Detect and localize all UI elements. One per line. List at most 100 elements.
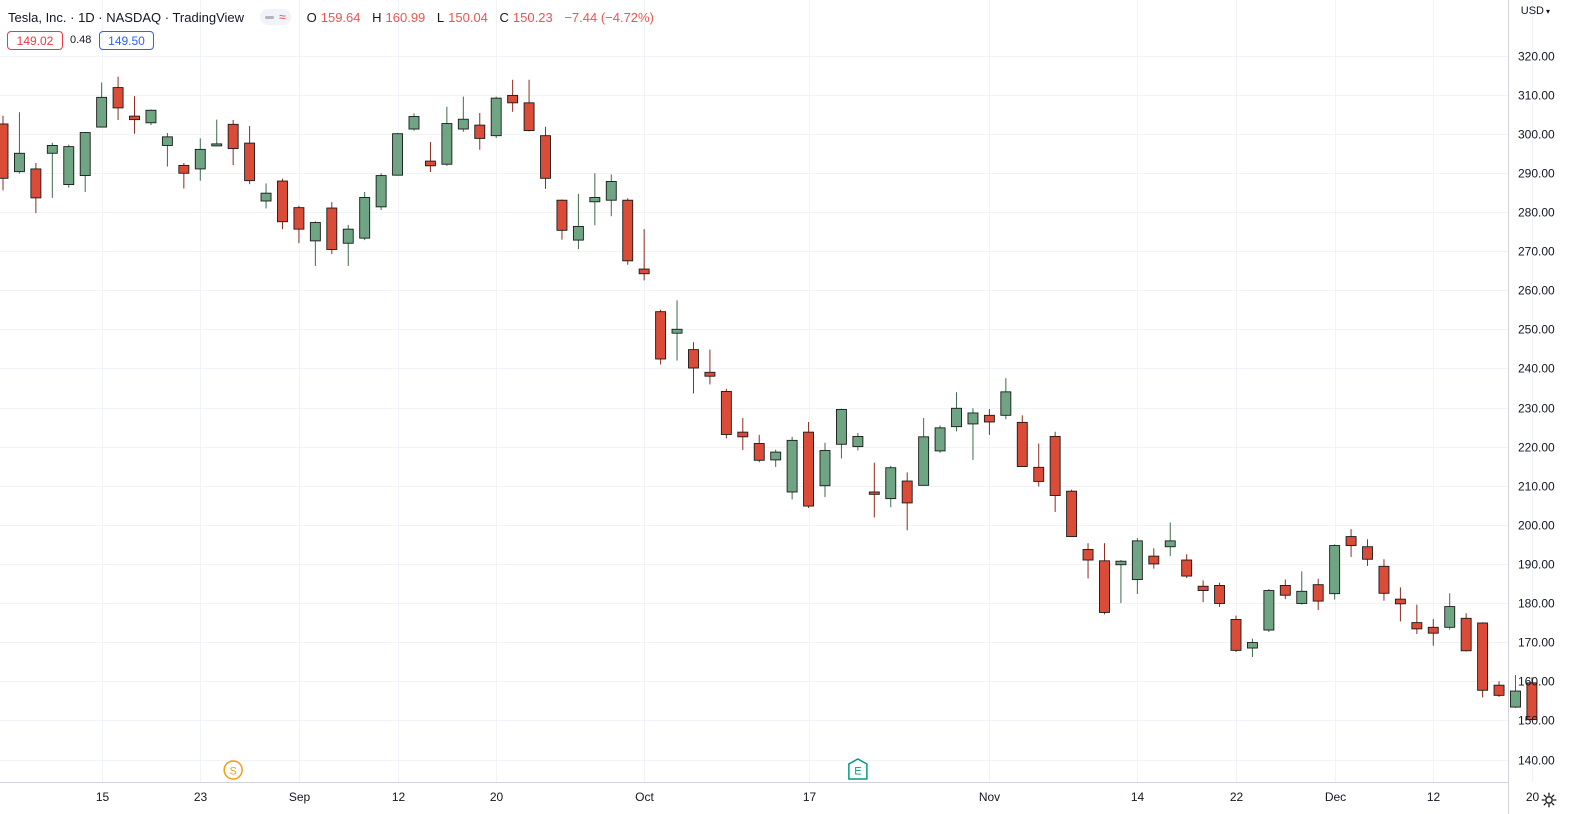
candle-body xyxy=(1230,619,1242,651)
candle xyxy=(589,173,601,226)
candle xyxy=(1246,638,1258,658)
candle-body xyxy=(1263,590,1275,631)
candle-body xyxy=(1477,622,1489,691)
candle xyxy=(211,119,223,147)
y-tick-label: 230.00 xyxy=(1518,402,1555,416)
candle-body xyxy=(46,145,58,154)
candle-body xyxy=(1148,555,1160,565)
low-label: L xyxy=(436,9,445,25)
candle-body xyxy=(901,480,913,504)
candle-body xyxy=(178,164,190,174)
y-tick-label: 320.00 xyxy=(1518,50,1555,64)
candle xyxy=(244,125,256,185)
candle-body xyxy=(1279,585,1291,596)
sell-price-button[interactable]: 149.02 xyxy=(7,31,63,50)
chart-style-toggle[interactable]: ≈ xyxy=(260,9,291,25)
y-tick-label: 240.00 xyxy=(1518,362,1555,376)
candle xyxy=(326,202,338,255)
y-tick-label: 290.00 xyxy=(1518,167,1555,181)
candle-body xyxy=(655,311,667,360)
candle-body xyxy=(671,328,683,334)
minus-icon[interactable] xyxy=(265,15,275,19)
candle xyxy=(951,392,962,432)
candle xyxy=(408,113,420,131)
candle-body xyxy=(63,146,75,186)
candle-body xyxy=(1049,435,1061,496)
candle xyxy=(1427,619,1439,646)
candle-body xyxy=(1394,598,1406,605)
candle-body xyxy=(967,412,979,425)
candle-body xyxy=(457,118,469,130)
x-tick-label: 12 xyxy=(392,790,406,804)
chart-header: Tesla, Inc. · 1D · NASDAQ · TradingView … xyxy=(8,7,658,27)
candle xyxy=(1526,677,1538,721)
candle xyxy=(1131,538,1143,595)
candle xyxy=(1444,593,1456,630)
x-tick-label: 12 xyxy=(1427,790,1441,804)
chevron-down-icon: ▾ xyxy=(1545,7,1550,16)
candle xyxy=(786,436,798,500)
candle-body xyxy=(1214,585,1226,604)
candle-body xyxy=(375,175,387,208)
candle xyxy=(1362,539,1373,566)
candle xyxy=(63,144,75,188)
close-value: 150.23 xyxy=(512,9,553,25)
y-tick-label: 190.00 xyxy=(1518,558,1555,572)
candle xyxy=(918,418,930,486)
candle-body xyxy=(408,116,420,130)
change-value: −7.44 (−4.72%) xyxy=(564,9,654,25)
gear-icon[interactable] xyxy=(1541,792,1557,808)
candles xyxy=(0,76,1538,721)
candle xyxy=(1345,529,1357,557)
buy-price-button[interactable]: 149.50 xyxy=(99,31,154,50)
currency-selector[interactable]: USD ▾ xyxy=(1521,5,1550,17)
candle-body xyxy=(540,135,551,179)
candle xyxy=(30,163,42,214)
symbol-title[interactable]: Tesla, Inc. · 1D · NASDAQ · TradingView xyxy=(8,9,245,25)
candle xyxy=(1329,544,1341,600)
candle xyxy=(1000,378,1012,420)
candle xyxy=(1394,587,1406,622)
candle-body xyxy=(474,124,486,139)
candle xyxy=(934,425,946,453)
candle xyxy=(1066,489,1078,538)
candle xyxy=(540,126,551,189)
candle-body xyxy=(572,225,584,241)
y-tick-label: 250.00 xyxy=(1518,323,1555,337)
candle xyxy=(852,432,864,451)
candle-body xyxy=(868,491,880,495)
candle xyxy=(46,142,58,198)
y-tick-label: 280.00 xyxy=(1518,206,1555,220)
candle xyxy=(178,163,190,189)
candle xyxy=(1033,443,1045,487)
y-tick-label: 140.00 xyxy=(1518,754,1555,768)
high-value: 160.99 xyxy=(385,9,426,25)
candle xyxy=(622,198,634,265)
candle-body xyxy=(720,391,732,435)
candle xyxy=(1164,522,1176,557)
candle-body xyxy=(1066,490,1078,538)
candle-body xyxy=(507,94,519,104)
candle-body xyxy=(1526,682,1538,721)
candle xyxy=(375,173,387,210)
candle-body xyxy=(1197,585,1209,591)
candle-body xyxy=(1131,540,1143,581)
candle-body xyxy=(556,199,568,231)
candle xyxy=(507,79,519,112)
candle-body xyxy=(704,371,716,377)
candle-body xyxy=(835,409,847,445)
wave-icon[interactable]: ≈ xyxy=(279,10,286,24)
event-marker: S xyxy=(223,760,243,780)
x-tick-label: 20 xyxy=(1526,790,1540,804)
candle-body xyxy=(424,160,436,167)
candle xyxy=(770,449,782,467)
candle xyxy=(605,174,617,217)
candle xyxy=(194,138,206,181)
candle-body xyxy=(1115,560,1127,566)
candle xyxy=(1082,543,1094,579)
x-tick-label: Oct xyxy=(635,790,654,804)
candle-body xyxy=(227,123,239,150)
candle xyxy=(1214,582,1226,607)
candle xyxy=(704,349,716,385)
